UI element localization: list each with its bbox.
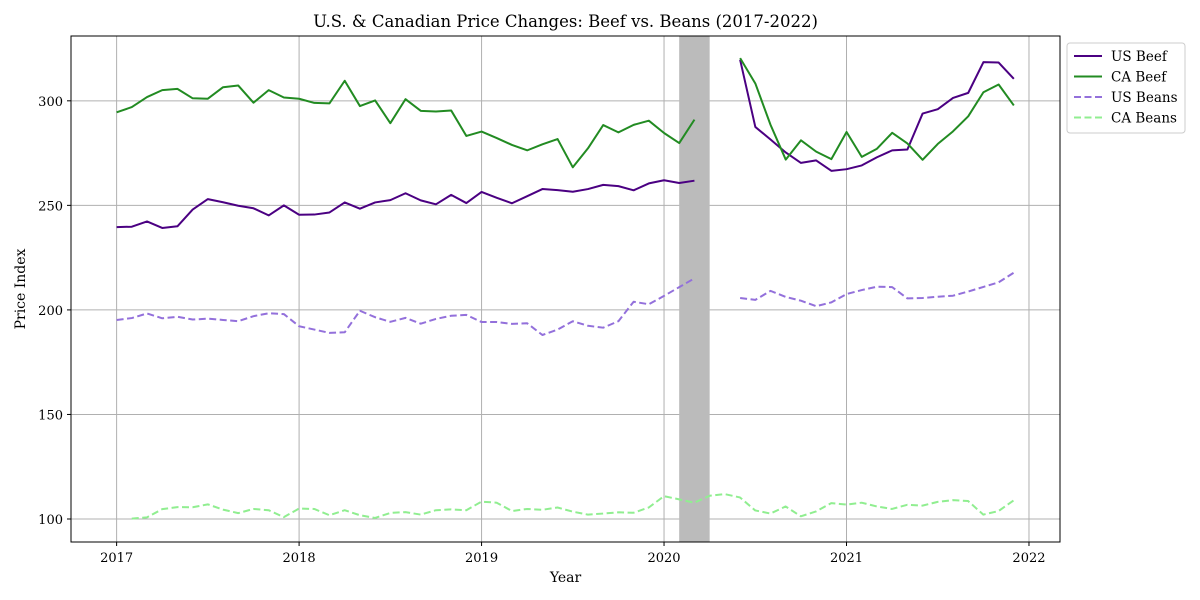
y-tick-label: 100	[38, 513, 63, 528]
y-tick-label: 300	[38, 95, 63, 110]
x-tick-label: 2018	[283, 551, 316, 566]
x-tick-label: 2020	[647, 551, 680, 566]
legend-box	[1066, 42, 1186, 134]
ca-beef-line	[116, 79, 696, 169]
chart-title: U.S. & Canadian Price Changes: Beef vs. …	[313, 12, 818, 31]
x-tick-label: 2019	[465, 551, 498, 566]
x-tick-label: 2022	[1012, 551, 1045, 566]
legend-label-ca-beef: CA Beef	[1111, 70, 1167, 86]
y-tick-label: 250	[38, 199, 63, 214]
y-tick-label: 200	[38, 304, 63, 319]
ca-beans-line	[131, 493, 1015, 520]
y-tick-label: 150	[38, 408, 63, 423]
y-axis-title: Price Index	[13, 248, 29, 329]
us-beef-line	[116, 179, 695, 229]
us-beef-line	[739, 59, 1015, 172]
us-beans-line	[116, 277, 695, 336]
legend-label-ca-beans: CA Beans	[1111, 111, 1177, 127]
x-tick-label: 2021	[830, 551, 863, 566]
axis-ticks: 2017 2018 2019 2020 2021 2022 100 150 200 250 300	[38, 95, 1045, 566]
grid	[71, 36, 1060, 542]
shaded-region-layer	[679, 36, 710, 542]
legend-label-us-beef: US Beef	[1111, 49, 1168, 65]
x-axis-title: Year	[549, 570, 582, 586]
legend-label-us-beans: US Beans	[1111, 90, 1178, 106]
series-layer	[116, 57, 1015, 520]
x-tick-label: 2017	[100, 551, 133, 566]
us-beans-line	[740, 271, 1015, 308]
legend: US Beef CA Beef US Beans CA Beans	[1066, 42, 1186, 134]
ca-beef-line	[739, 57, 1015, 161]
plot-area-frame	[70, 35, 1061, 543]
shaded-gap-region	[679, 36, 710, 542]
